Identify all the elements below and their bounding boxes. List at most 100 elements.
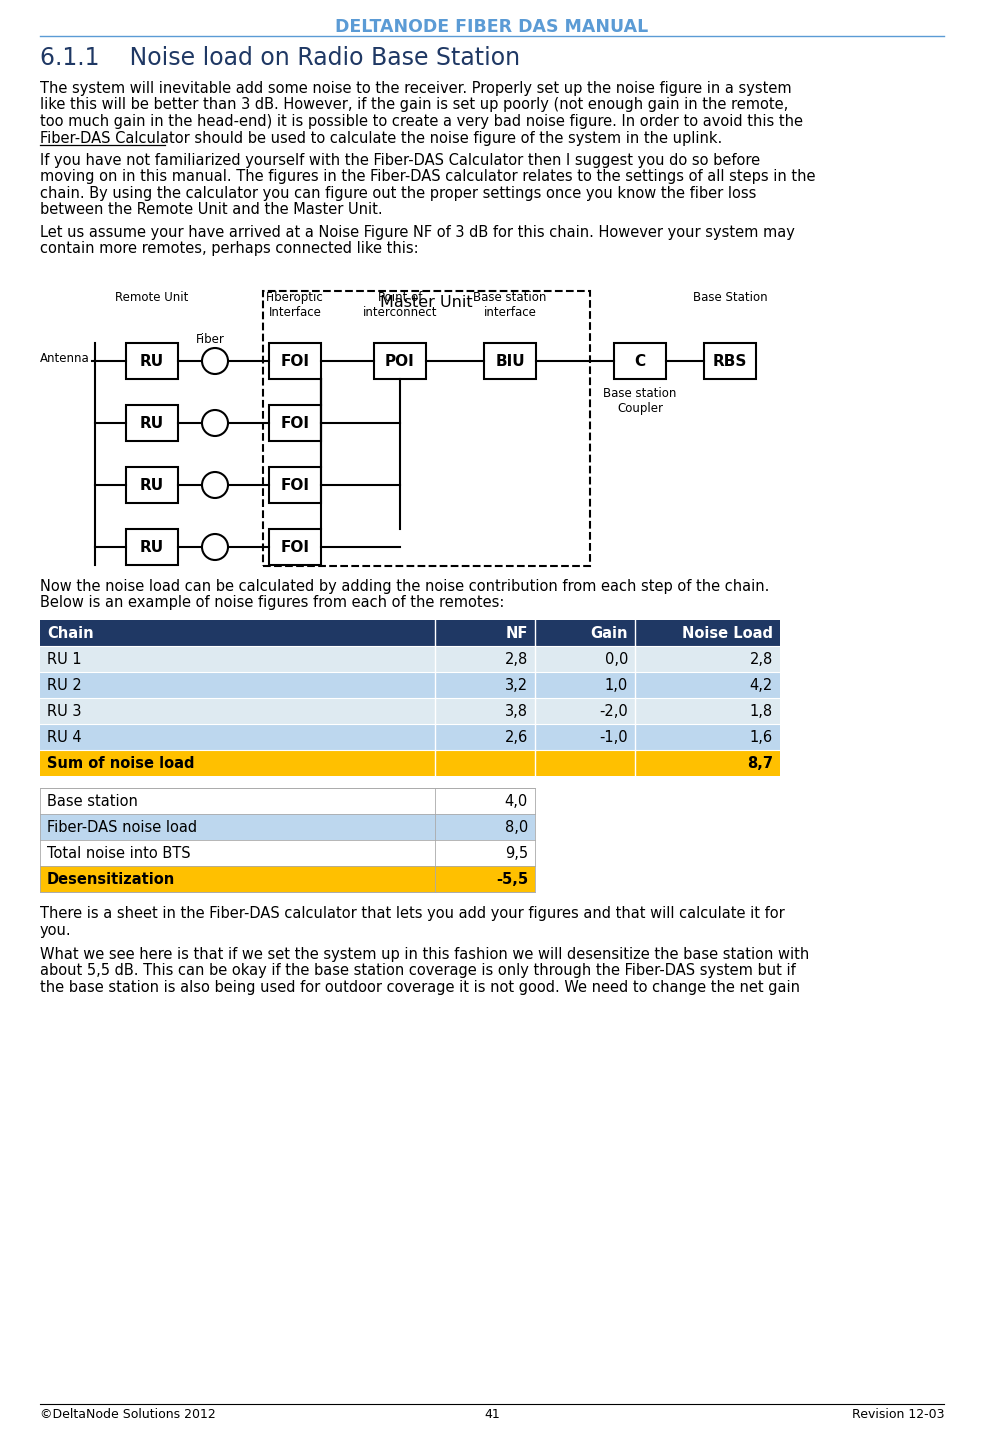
Bar xyxy=(635,750,780,775)
Text: about 5,5 dB. This can be okay if the base station coverage is only through the : about 5,5 dB. This can be okay if the ba… xyxy=(40,964,796,978)
Text: chain. By using the calculator you can figure out the proper settings once you k: chain. By using the calculator you can f… xyxy=(40,187,757,201)
Text: 6.1.1    Noise load on Radio Base Station: 6.1.1 Noise load on Radio Base Station xyxy=(40,46,521,70)
Text: Fiberoptic
Interface: Fiberoptic Interface xyxy=(266,292,324,319)
Circle shape xyxy=(202,348,228,373)
Bar xyxy=(535,698,635,724)
Bar xyxy=(484,343,536,379)
Text: BIU: BIU xyxy=(495,353,524,369)
Text: between the Remote Unit and the Master Unit.: between the Remote Unit and the Master U… xyxy=(40,202,383,217)
Text: Noise Load: Noise Load xyxy=(682,626,773,640)
Circle shape xyxy=(202,472,228,498)
Text: 9,5: 9,5 xyxy=(505,846,528,860)
Bar xyxy=(435,840,535,866)
Bar xyxy=(535,620,635,646)
Text: NF: NF xyxy=(506,626,528,640)
Text: 1,6: 1,6 xyxy=(750,729,773,744)
Bar xyxy=(374,343,426,379)
Text: POI: POI xyxy=(385,353,415,369)
Text: RU 3: RU 3 xyxy=(47,704,82,718)
Bar xyxy=(269,405,321,441)
Text: RBS: RBS xyxy=(712,353,747,369)
Text: Base station: Base station xyxy=(47,794,138,808)
Bar xyxy=(435,866,535,892)
Text: The system will inevitable add some noise to the receiver. Properly set up the n: The system will inevitable add some nois… xyxy=(40,80,791,96)
Bar xyxy=(40,698,435,724)
Text: 3,8: 3,8 xyxy=(505,704,528,718)
Bar xyxy=(40,750,435,775)
Bar xyxy=(635,672,780,698)
Text: Sum of noise load: Sum of noise load xyxy=(47,755,195,771)
Bar xyxy=(535,724,635,750)
Text: What we see here is that if we set the system up in this fashion we will desensi: What we see here is that if we set the s… xyxy=(40,946,809,962)
Text: Base station
Coupler: Base station Coupler xyxy=(603,386,677,415)
Text: 8,0: 8,0 xyxy=(505,820,528,834)
Bar xyxy=(435,724,535,750)
Text: 2,8: 2,8 xyxy=(505,652,528,666)
Text: moving on in this manual. The figures in the Fiber-DAS calculator relates to the: moving on in this manual. The figures in… xyxy=(40,169,816,184)
Text: 0,0: 0,0 xyxy=(604,652,628,666)
Circle shape xyxy=(202,411,228,437)
Text: RU 1: RU 1 xyxy=(47,652,82,666)
Text: Fiber-DAS Calculator should be used to calculate the noise figure of the system : Fiber-DAS Calculator should be used to c… xyxy=(40,131,722,145)
Bar xyxy=(435,646,535,672)
Text: Base Station: Base Station xyxy=(693,292,768,304)
Text: C: C xyxy=(635,353,646,369)
Bar xyxy=(535,646,635,672)
Bar xyxy=(435,814,535,840)
Text: contain more remotes, perhaps connected like this:: contain more remotes, perhaps connected … xyxy=(40,241,418,257)
Text: -2,0: -2,0 xyxy=(599,704,628,718)
Bar xyxy=(263,292,590,566)
Text: RU: RU xyxy=(140,353,164,369)
Text: 1,0: 1,0 xyxy=(605,678,628,692)
Bar xyxy=(126,467,178,503)
Text: Total noise into BTS: Total noise into BTS xyxy=(47,846,191,860)
Text: DELTANODE FIBER DAS MANUAL: DELTANODE FIBER DAS MANUAL xyxy=(336,19,648,36)
Text: Fiber: Fiber xyxy=(196,333,224,346)
Bar xyxy=(435,672,535,698)
Bar xyxy=(704,343,756,379)
Bar xyxy=(40,724,435,750)
Bar xyxy=(635,698,780,724)
Circle shape xyxy=(202,534,228,560)
Text: RU: RU xyxy=(140,478,164,493)
Bar xyxy=(40,866,435,892)
Bar xyxy=(269,528,321,564)
Text: 4,0: 4,0 xyxy=(505,794,528,808)
Text: Now the noise load can be calculated by adding the noise contribution from each : Now the noise load can be calculated by … xyxy=(40,579,769,595)
Text: Desensitization: Desensitization xyxy=(47,872,175,886)
Text: If you have not familiarized yourself with the Fiber-DAS Calculator then I sugge: If you have not familiarized yourself wi… xyxy=(40,154,760,168)
Text: FOI: FOI xyxy=(280,540,310,554)
Bar xyxy=(126,343,178,379)
Bar xyxy=(635,646,780,672)
Text: Chain: Chain xyxy=(47,626,93,640)
Text: There is a sheet in the Fiber-DAS calculator that lets you add your figures and : There is a sheet in the Fiber-DAS calcul… xyxy=(40,906,785,920)
Bar xyxy=(126,528,178,564)
Text: like this will be better than 3 dB. However, if the gain is set up poorly (not e: like this will be better than 3 dB. Howe… xyxy=(40,98,788,112)
Text: RU 4: RU 4 xyxy=(47,729,82,744)
Text: RU 2: RU 2 xyxy=(47,678,82,692)
Text: you.: you. xyxy=(40,922,72,938)
Bar xyxy=(40,620,435,646)
Text: Master Unit: Master Unit xyxy=(380,294,473,310)
Text: FOI: FOI xyxy=(280,415,310,431)
Text: Revision 12-03: Revision 12-03 xyxy=(851,1409,944,1422)
Bar xyxy=(40,788,435,814)
Text: too much gain in the head-end) it is possible to create a very bad noise figure.: too much gain in the head-end) it is pos… xyxy=(40,113,803,129)
Text: the base station is also being used for outdoor coverage it is not good. We need: the base station is also being used for … xyxy=(40,979,800,995)
Bar xyxy=(40,646,435,672)
Bar xyxy=(269,467,321,503)
Bar xyxy=(635,724,780,750)
Bar xyxy=(635,620,780,646)
Text: 41: 41 xyxy=(484,1409,500,1422)
Text: Antenna: Antenna xyxy=(40,352,90,366)
Text: 1,8: 1,8 xyxy=(750,704,773,718)
Text: -1,0: -1,0 xyxy=(599,729,628,744)
Text: 4,2: 4,2 xyxy=(750,678,773,692)
Bar xyxy=(435,788,535,814)
Text: Gain: Gain xyxy=(590,626,628,640)
Bar xyxy=(435,698,535,724)
Bar xyxy=(435,620,535,646)
Bar xyxy=(535,750,635,775)
Text: Base station
interface: Base station interface xyxy=(473,292,547,319)
Text: Point of
interconnect: Point of interconnect xyxy=(363,292,437,319)
